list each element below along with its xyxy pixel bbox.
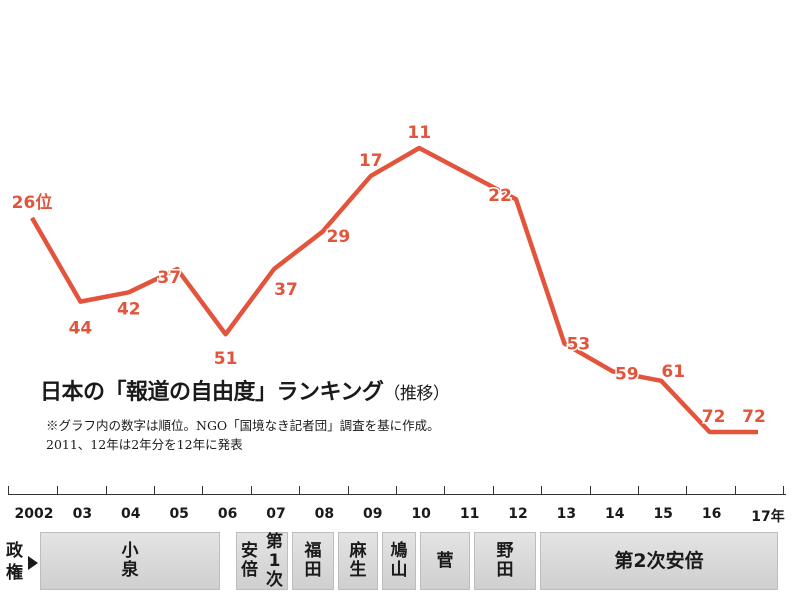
data-label-08: 29 bbox=[327, 227, 351, 247]
x-tick-label: 12 bbox=[508, 506, 528, 522]
chart-title: 日本の「報道の自由度」ランキング（推移） bbox=[40, 374, 450, 406]
x-tick bbox=[347, 486, 349, 494]
data-label-05: 37 bbox=[157, 268, 181, 288]
data-label-06: 51 bbox=[214, 349, 238, 369]
chart-title-suffix: （推移） bbox=[383, 384, 450, 404]
x-tick bbox=[686, 486, 688, 494]
x-tick bbox=[638, 486, 639, 494]
x-tick bbox=[783, 486, 785, 494]
pm-kan: 菅 bbox=[420, 532, 470, 590]
pm-hatoyama: 鳩山 bbox=[382, 532, 416, 590]
pm-fukuda: 福田 bbox=[292, 532, 334, 590]
source-note: ※グラフ内の数字は順位。NGO「国境なき記者団」調査を基に作成。 bbox=[46, 418, 440, 433]
x-tick-label: 14 bbox=[605, 506, 625, 522]
x-tick bbox=[57, 486, 59, 494]
data-label-14: 59 bbox=[615, 364, 639, 384]
x-tick-label: 07 bbox=[266, 506, 286, 522]
data-label-09: 17 bbox=[359, 151, 383, 171]
pm-koizumi-label: 小泉 bbox=[121, 541, 139, 580]
government-label: 政権 bbox=[6, 541, 23, 583]
data-label-12: 22 bbox=[488, 186, 512, 206]
x-tick bbox=[8, 486, 9, 494]
arrow-right-icon bbox=[28, 556, 38, 570]
x-tick bbox=[299, 486, 301, 494]
data-label-16: 72 bbox=[702, 407, 726, 427]
pm-abe-first-label: 安倍 bbox=[241, 541, 258, 580]
x-tick-label: 05 bbox=[169, 506, 189, 522]
chart-title-text: 日本の「報道の自由度」ランキング bbox=[40, 380, 384, 405]
x-tick-label: 10 bbox=[411, 506, 431, 522]
x-tick bbox=[105, 486, 107, 494]
x-tick bbox=[734, 486, 736, 494]
pm-kan-label: 菅 bbox=[436, 550, 454, 571]
ranking-line-chart: 26位 44 42 37 51 37 29 17 11 22 53 59 61 72 72 bbox=[10, 122, 767, 435]
pm-aso-label: 麻生 bbox=[349, 541, 367, 580]
pm-hatoyama-label: 鳩山 bbox=[390, 541, 408, 580]
pm-abe-second-label: 第2次安倍 bbox=[614, 549, 704, 572]
pm-aso: 麻生 bbox=[338, 532, 378, 590]
pm-noda: 野田 bbox=[474, 532, 536, 590]
ranking-series-line bbox=[30, 145, 758, 435]
x-tick-label: 04 bbox=[121, 506, 141, 522]
x-tick bbox=[541, 486, 543, 494]
pm-abe-second: 第2次安倍 bbox=[540, 532, 778, 590]
release-note: 2011、12年は2年分を12年に発表 bbox=[46, 437, 243, 452]
data-label-13: 53 bbox=[567, 335, 591, 355]
x-tick bbox=[589, 486, 591, 494]
x-tick-label: 09 bbox=[363, 506, 383, 522]
x-tick-label: 03 bbox=[72, 506, 93, 522]
x-tick-label: 16 bbox=[701, 506, 722, 522]
data-label-15: 61 bbox=[661, 362, 685, 382]
x-tick bbox=[396, 486, 397, 494]
pm-koizumi: 小泉 bbox=[40, 532, 220, 590]
x-tick bbox=[202, 486, 204, 494]
x-tick-label: 11 bbox=[459, 506, 480, 522]
x-tick-label: 13 bbox=[556, 506, 577, 522]
x-tick-label: 17年 bbox=[751, 509, 785, 525]
x-tick-label: 08 bbox=[314, 506, 335, 522]
pm-noda-label: 野田 bbox=[496, 541, 514, 580]
x-tick bbox=[444, 486, 446, 494]
x-tick bbox=[250, 486, 252, 494]
x-tick bbox=[154, 486, 155, 494]
x-tick-label: 15 bbox=[653, 506, 673, 522]
data-label-07: 37 bbox=[274, 280, 298, 300]
x-tick bbox=[492, 486, 494, 494]
x-tick-label: 2002 bbox=[14, 506, 54, 522]
pm-fukuda-label: 福田 bbox=[304, 541, 322, 580]
data-label-10: 11 bbox=[407, 123, 431, 143]
data-label-03: 44 bbox=[69, 319, 93, 339]
x-axis-line bbox=[8, 494, 786, 495]
x-tick-label: 06 bbox=[217, 506, 238, 522]
data-label-04: 42 bbox=[117, 299, 141, 319]
data-label-17年: 72 bbox=[742, 407, 766, 427]
data-label-2002: 26位 bbox=[12, 192, 53, 213]
